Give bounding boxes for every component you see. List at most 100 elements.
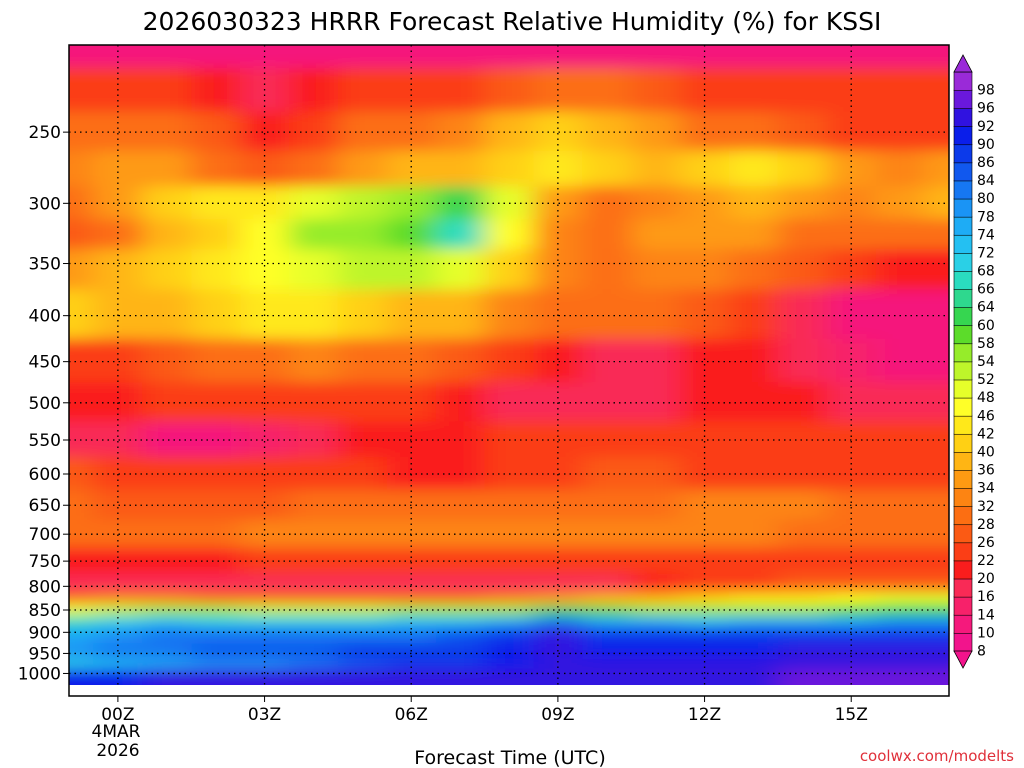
heatmap-cell <box>240 186 290 220</box>
heatmap-cell <box>191 111 241 152</box>
heatmap-cell <box>631 547 681 575</box>
heatmap-cell <box>533 592 583 605</box>
heatmap-cell <box>337 658 388 670</box>
heatmap-cell <box>484 68 535 113</box>
heatmap-cell <box>142 547 192 575</box>
colorbar-label: 92 <box>977 119 995 135</box>
heatmap-cell <box>826 186 877 220</box>
heatmap-cell <box>93 658 143 670</box>
colorbar-swatch <box>953 379 973 399</box>
heatmap-cell <box>631 150 681 187</box>
heatmap-cell <box>777 382 828 422</box>
heatmap-cell <box>582 289 632 340</box>
heatmap-cell <box>777 249 828 291</box>
heatmap-cell <box>826 626 877 644</box>
credit-text: coolwx.com/modelts <box>860 747 1014 765</box>
heatmap-cell <box>142 289 192 340</box>
heatmap-cell <box>826 658 877 670</box>
heatmap-cell <box>337 421 388 458</box>
heatmap-cell <box>191 68 241 113</box>
heatmap-cell <box>631 457 681 491</box>
heatmap-cell <box>240 668 290 685</box>
colorbar-label: 84 <box>977 173 995 189</box>
heatmap-cell <box>337 604 388 617</box>
heatmap-cell <box>729 519 779 549</box>
heatmap-cell <box>729 338 779 383</box>
heatmap-cell <box>484 45 535 69</box>
heatmap-cell <box>924 45 949 69</box>
heatmap-cell <box>875 68 926 113</box>
heatmap-cell <box>777 68 828 113</box>
colorbar-label: 46 <box>977 408 995 424</box>
x-tick-label: 00Z <box>101 705 134 725</box>
heatmap-cell <box>631 289 681 340</box>
heatmap-cell <box>631 111 681 152</box>
heatmap-cell <box>777 668 828 685</box>
colorbar-swatch <box>953 325 973 345</box>
y-tick-label: 600 <box>29 465 61 485</box>
heatmap-cell <box>386 150 437 187</box>
colorbar-swatch <box>953 524 973 544</box>
y-tick-label: 750 <box>29 552 61 572</box>
heatmap-cell <box>289 615 339 628</box>
colorbar-label: 14 <box>977 607 995 623</box>
heatmap-cell <box>533 219 583 250</box>
heatmap-cell <box>337 457 388 491</box>
heatmap-cell <box>191 592 241 605</box>
heatmap-cell <box>875 382 926 422</box>
heatmap-cell <box>875 642 926 660</box>
heatmap-cell <box>484 658 535 670</box>
heatmap-cell <box>191 519 241 549</box>
heatmap-cell <box>191 382 241 422</box>
heatmap-cell <box>777 489 828 521</box>
colorbar-swatch <box>953 198 973 218</box>
heatmap-cells <box>69 45 949 685</box>
heatmap-cell <box>826 573 877 593</box>
heatmap-cell <box>240 421 290 458</box>
heatmap-cell <box>337 489 388 521</box>
colorbar-swatch <box>953 125 973 146</box>
heatmap-cell <box>484 573 535 593</box>
heatmap-cell <box>142 150 192 187</box>
y-tick-label: 500 <box>29 394 61 414</box>
heatmap-cell <box>582 615 632 628</box>
colorbar-swatch <box>953 216 973 236</box>
colorbar-swatch <box>953 614 973 634</box>
heatmap-cell <box>93 604 143 617</box>
heatmap-cell <box>289 150 339 187</box>
heatmap-cell <box>631 489 681 521</box>
heatmap-cell <box>142 457 192 491</box>
heatmap-cell <box>777 219 828 250</box>
heatmap-cell <box>631 658 681 670</box>
y-tick-label: 650 <box>29 496 61 516</box>
heatmap-cell <box>69 615 94 628</box>
heatmap-cell <box>142 519 192 549</box>
heatmap-cell <box>191 604 241 617</box>
heatmap-cell <box>386 489 437 521</box>
heatmap-cell <box>435 249 486 291</box>
heatmap-cell <box>533 249 583 291</box>
heatmap-cell <box>69 592 94 605</box>
heatmap-cell <box>240 249 290 291</box>
heatmap-cell <box>680 186 730 220</box>
heatmap-cell <box>93 186 143 220</box>
colorbar-swatch <box>953 578 973 598</box>
colorbar-label: 22 <box>977 553 995 569</box>
heatmap-cell <box>69 249 94 291</box>
heatmap-cell <box>337 338 388 383</box>
heatmap-cell <box>826 150 877 187</box>
heatmap-cell <box>386 457 437 491</box>
heatmap-cell <box>582 489 632 521</box>
heatmap-cell <box>337 111 388 152</box>
heatmap-cell <box>729 382 779 422</box>
heatmap-cell <box>826 604 877 617</box>
heatmap-cell <box>386 219 437 250</box>
heatmap-cell <box>680 219 730 250</box>
heatmap-cell <box>142 68 192 113</box>
heatmap-cell <box>875 573 926 593</box>
heatmap-cell <box>337 668 388 685</box>
heatmap-cell <box>93 668 143 685</box>
heatmap-cell <box>729 289 779 340</box>
heatmap-cell <box>289 642 339 660</box>
